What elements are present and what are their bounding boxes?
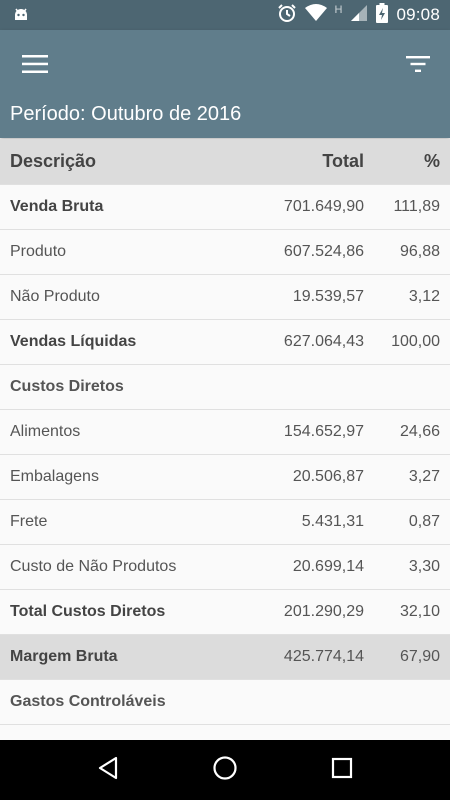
row-total: 19.539,57 bbox=[292, 288, 364, 305]
row-total: 5.431,31 bbox=[301, 513, 364, 530]
row-percent: 67,90 bbox=[399, 648, 440, 665]
row-description: Embalagens bbox=[10, 468, 99, 485]
row-total: 20.506,87 bbox=[292, 468, 364, 485]
row-description: Custo de Não Produtos bbox=[10, 558, 177, 575]
row-total: 607.524,86 bbox=[283, 243, 364, 260]
table-row[interactable]: Custo de Não Produtos 20.699,14 3,30 bbox=[0, 545, 450, 590]
row-description: Gastos Controláveis bbox=[10, 693, 166, 710]
clock: 09:08 bbox=[396, 5, 440, 24]
row-description: Total Custos Diretos bbox=[10, 603, 166, 620]
system-nav-bar bbox=[0, 740, 450, 800]
network-type-label: H bbox=[334, 4, 343, 16]
header-percent: % bbox=[423, 151, 440, 171]
row-description: Vendas Líquidas bbox=[10, 333, 137, 350]
home-button[interactable] bbox=[205, 750, 245, 790]
row-percent: 96,88 bbox=[399, 243, 440, 260]
alarm-icon bbox=[277, 3, 297, 28]
row-percent: 3,30 bbox=[408, 558, 440, 575]
row-total: 201.290,29 bbox=[283, 603, 364, 620]
period-title: Período: Outubro de 2016 bbox=[10, 103, 242, 125]
table-row-highlighted[interactable]: Margem Bruta 425.774,14 67,90 bbox=[0, 635, 450, 680]
back-icon bbox=[97, 756, 119, 785]
filter-button[interactable] bbox=[396, 44, 440, 88]
recents-icon bbox=[331, 757, 353, 784]
app-toolbar: Período: Outubro de 2016 bbox=[0, 30, 450, 138]
table-row[interactable]: Produto 607.524,86 96,88 bbox=[0, 230, 450, 275]
table-section-row[interactable]: Gastos Controláveis bbox=[0, 680, 450, 725]
android-icon bbox=[12, 6, 30, 29]
row-description: Custos Diretos bbox=[10, 378, 124, 395]
battery-charging-icon bbox=[376, 2, 389, 28]
recents-button[interactable] bbox=[322, 750, 362, 790]
table-row[interactable]: Não Produto 19.539,57 3,12 bbox=[0, 275, 450, 320]
row-description: Produto bbox=[10, 243, 67, 260]
status-bar: H 09:08 bbox=[0, 0, 450, 30]
table-row[interactable]: Embalagens 20.506,87 3,27 bbox=[0, 455, 450, 500]
header-total: Total bbox=[322, 151, 364, 171]
row-percent: 0,87 bbox=[408, 513, 440, 530]
row-description: Alimentos bbox=[10, 423, 81, 440]
row-description: Frete bbox=[10, 513, 48, 530]
header-description: Descrição bbox=[10, 151, 97, 171]
row-percent: 24,66 bbox=[399, 423, 440, 440]
row-total: 701.649,90 bbox=[283, 198, 364, 215]
row-percent: 3,12 bbox=[408, 288, 440, 305]
row-total: 20.699,14 bbox=[292, 558, 364, 575]
row-percent: 111,89 bbox=[393, 198, 440, 215]
table-section-row[interactable]: Custos Diretos bbox=[0, 365, 450, 410]
table-row[interactable]: Vendas Líquidas 627.064,43 100,00 bbox=[0, 320, 450, 365]
menu-button[interactable] bbox=[13, 44, 57, 88]
table-row[interactable]: Alimentos 154.652,97 24,66 bbox=[0, 410, 450, 455]
row-percent: 32,10 bbox=[399, 603, 440, 620]
row-description: Não Produto bbox=[10, 288, 100, 305]
signal-icon bbox=[350, 4, 368, 27]
table-row[interactable]: Total Custos Diretos 201.290,29 32,10 bbox=[0, 590, 450, 635]
table-header: Descrição Total % bbox=[0, 139, 450, 185]
row-percent: 3,27 bbox=[408, 468, 440, 485]
row-total: 627.064,43 bbox=[283, 333, 364, 350]
row-total: 425.774,14 bbox=[283, 648, 364, 665]
filter-icon bbox=[406, 55, 430, 78]
table-row[interactable]: Venda Bruta 701.649,90 111,89 bbox=[0, 185, 450, 230]
report-table: Descrição Total % Venda Bruta 701.649,90… bbox=[0, 139, 450, 725]
row-description: Margem Bruta bbox=[10, 648, 118, 665]
table-row[interactable]: Frete 5.431,31 0,87 bbox=[0, 500, 450, 545]
home-icon bbox=[212, 755, 238, 786]
row-total: 154.652,97 bbox=[283, 423, 364, 440]
row-percent: 100,00 bbox=[391, 333, 440, 350]
back-button[interactable] bbox=[88, 750, 128, 790]
hamburger-menu-icon bbox=[22, 54, 48, 79]
wifi-icon bbox=[304, 3, 327, 27]
row-description: Venda Bruta bbox=[10, 198, 104, 215]
